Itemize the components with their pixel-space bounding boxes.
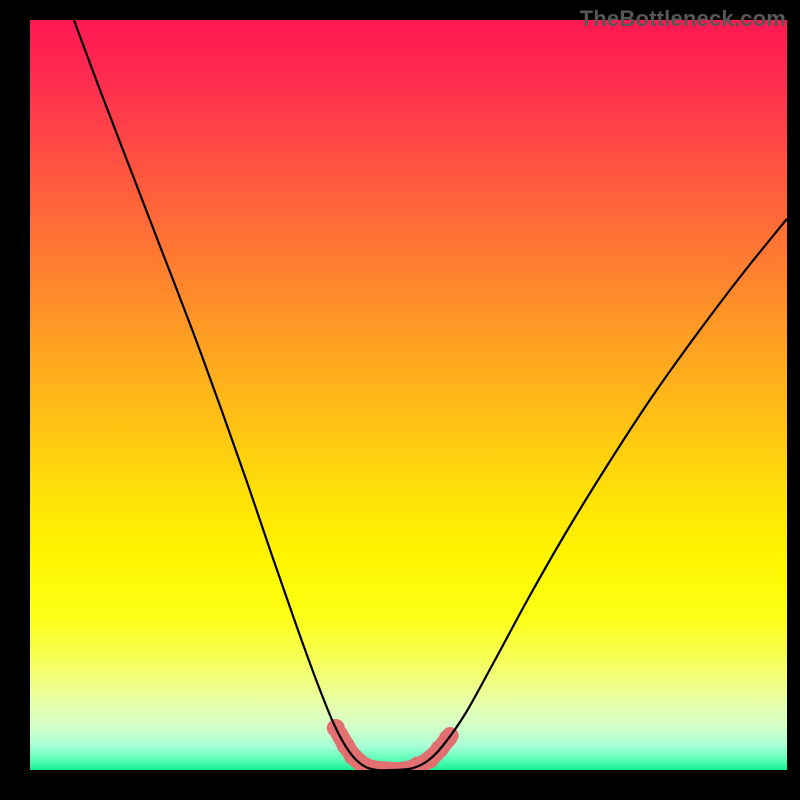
bottleneck-chart bbox=[0, 0, 800, 800]
watermark-text: TheBottleneck.com bbox=[580, 6, 786, 32]
chart-svg bbox=[0, 0, 800, 800]
gradient-plot-bg bbox=[30, 20, 787, 770]
